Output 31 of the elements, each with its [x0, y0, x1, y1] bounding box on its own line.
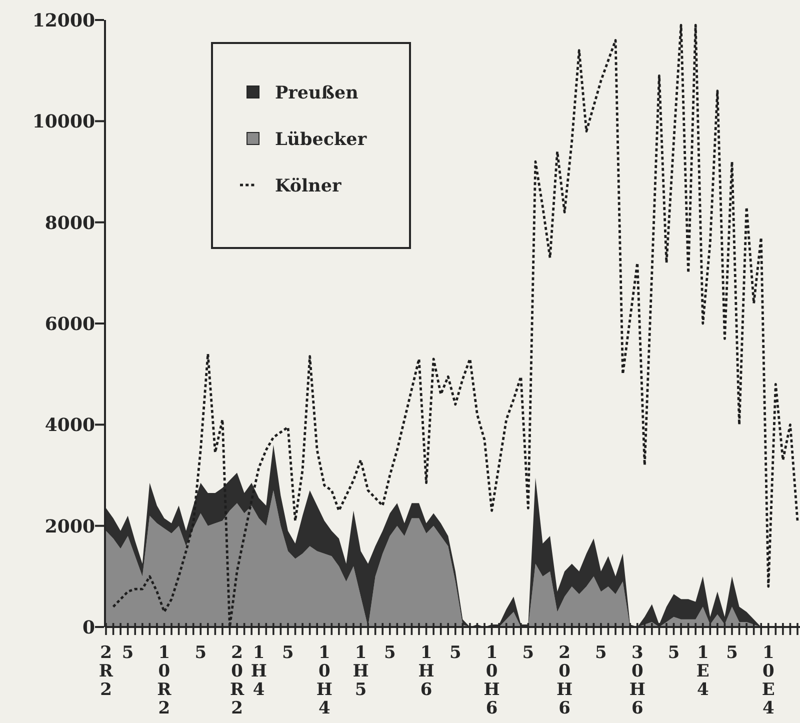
legend-label: Kölner — [275, 176, 342, 196]
x-tick-label: 10H4 — [316, 643, 332, 718]
y-tick-label: 4000 — [44, 415, 95, 436]
x-tick-label: 10R2 — [157, 643, 172, 718]
x-tick-label: 5 — [668, 643, 680, 663]
legend-label: Preußen — [275, 83, 359, 104]
y-tick-label: 12000 — [32, 10, 95, 32]
x-tick-label: 10E4 — [762, 643, 775, 718]
legend-label: Lübecker — [275, 130, 368, 150]
y-tick-label: 0 — [82, 617, 95, 638]
x-tick-label: 30H6 — [629, 643, 646, 718]
y-tick-label: 8000 — [44, 212, 95, 234]
x-tick-label: 1H5 — [352, 643, 369, 700]
x-tick-label: 20H6 — [556, 643, 573, 718]
x-tick-label: 10H6 — [484, 643, 500, 718]
x-tick-label: 1H4 — [250, 643, 267, 700]
x-tick-label: 5 — [595, 643, 607, 663]
x-tick-label: 5 — [726, 643, 738, 663]
x-tick-label: 2R2 — [98, 643, 114, 700]
y-tick-label: 6000 — [44, 314, 95, 335]
x-tick-label: 5 — [194, 643, 207, 663]
x-tick-label: 1H6 — [418, 643, 434, 700]
y-tick-label: 10000 — [32, 112, 95, 133]
x-tick-label: 5 — [449, 643, 462, 663]
x-tick-label: 5 — [384, 643, 396, 663]
x-tick-label: 1E4 — [696, 643, 710, 700]
x-tick-label: 5 — [282, 643, 294, 663]
x-tick-label: 20R2 — [230, 643, 245, 718]
y-tick-label: 2000 — [44, 516, 95, 538]
x-tick-label: 5 — [122, 643, 134, 663]
x-tick-label: 5 — [522, 643, 534, 663]
